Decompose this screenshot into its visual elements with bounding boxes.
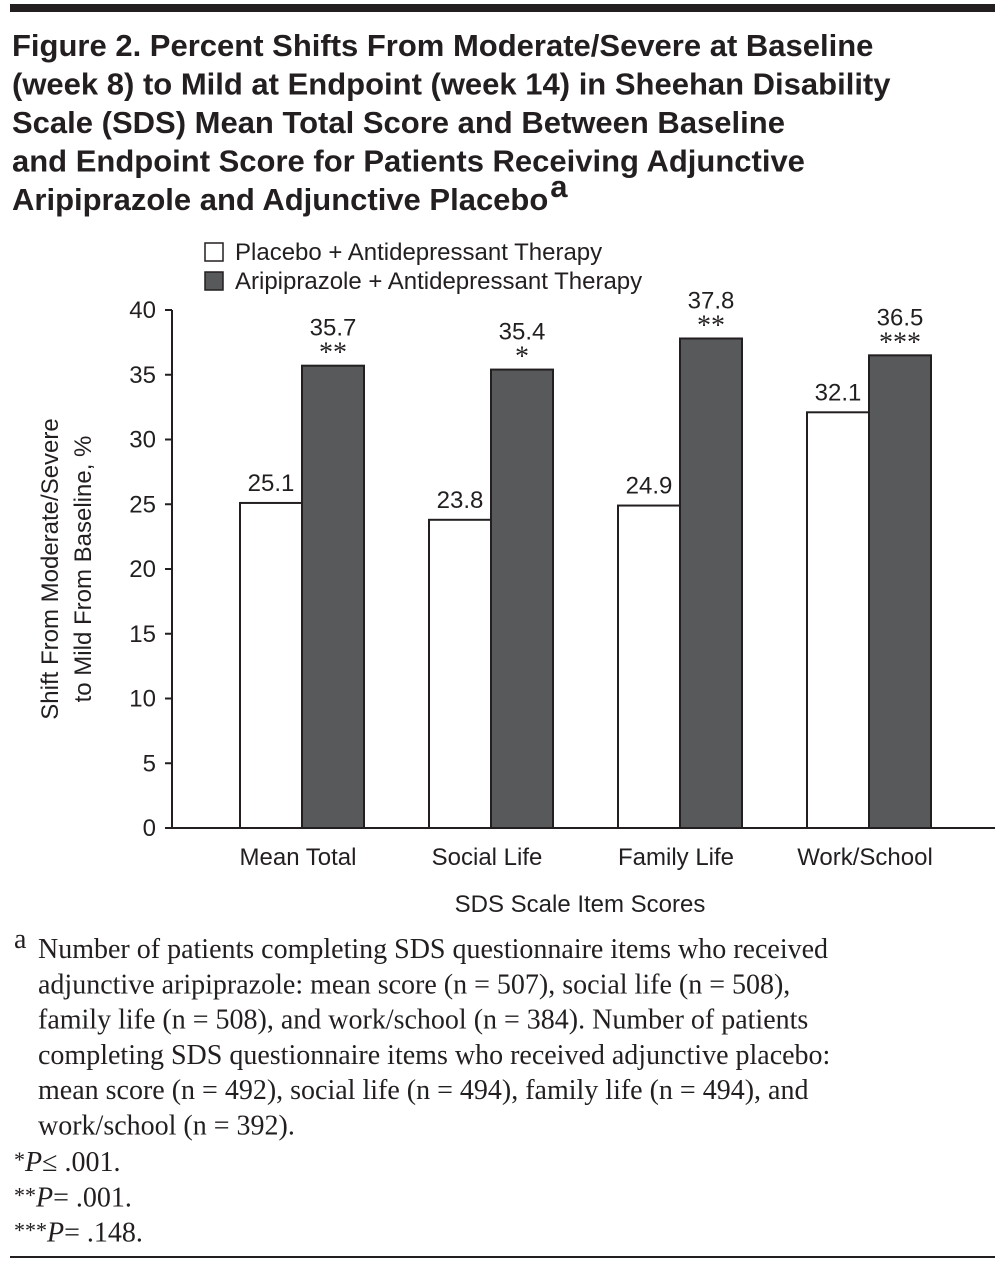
value-label: 23.8 bbox=[437, 487, 484, 514]
y-tick-label: 5 bbox=[143, 750, 156, 777]
bar bbox=[806, 411, 870, 829]
legend-label: Aripiprazole + Antidepressant Therapy bbox=[235, 268, 642, 295]
note-stat: P bbox=[35, 1182, 53, 1213]
x-tick-label: Work/School bbox=[797, 844, 933, 871]
bar bbox=[617, 504, 681, 829]
chart-title: Scale (SDS) Mean Total Score and Between… bbox=[12, 105, 785, 140]
y-tick-label: 35 bbox=[129, 362, 156, 389]
note-symbol: ** bbox=[14, 1182, 36, 1207]
note-symbol: *** bbox=[14, 1218, 47, 1243]
chart-title: (week 8) to Mild at Endpoint (week 14) i… bbox=[12, 67, 891, 102]
significance-marker: *** bbox=[879, 327, 921, 358]
value-label: 24.9 bbox=[626, 473, 673, 500]
bar bbox=[428, 518, 492, 829]
footnote-marker: a bbox=[14, 924, 27, 955]
value-label: 35.7 bbox=[310, 315, 357, 342]
y-tick-label: 10 bbox=[129, 686, 156, 713]
y-axis-label: to Mild From Baseline, % bbox=[70, 436, 97, 703]
chart-title: Figure 2. Percent Shifts From Moderate/S… bbox=[12, 28, 873, 63]
value-label: 36.5 bbox=[877, 304, 924, 331]
bar bbox=[490, 368, 554, 829]
x-tick-label: Social Life bbox=[432, 844, 543, 871]
footnote-line: completing SDS questionnaire items who r… bbox=[38, 1040, 830, 1071]
y-tick-label: 20 bbox=[129, 556, 156, 583]
note-stat: P bbox=[46, 1218, 64, 1249]
significance-note: ***P= .148. bbox=[14, 1218, 143, 1249]
y-tick-label: 40 bbox=[129, 297, 156, 324]
bar bbox=[868, 354, 932, 829]
value-label: 37.8 bbox=[688, 287, 735, 314]
bottom-rule bbox=[10, 1256, 995, 1258]
value-label: 25.1 bbox=[248, 470, 295, 497]
x-tick-label: Mean Total bbox=[240, 844, 357, 871]
bar bbox=[239, 501, 303, 829]
bar bbox=[679, 337, 743, 829]
footnote-line: family life (n = 508), and work/school (… bbox=[38, 1005, 808, 1036]
y-tick-label: 0 bbox=[143, 815, 156, 842]
x-axis-label: SDS Scale Item Scores bbox=[455, 891, 706, 918]
chart-title: and Endpoint Score for Patients Receivin… bbox=[12, 144, 805, 179]
footnote-line: adjunctive aripiprazole: mean score (n =… bbox=[38, 969, 790, 1000]
top-rule bbox=[10, 4, 995, 12]
note-stat: P bbox=[24, 1147, 42, 1178]
y-tick-label: 30 bbox=[129, 427, 156, 454]
significance-marker: ** bbox=[319, 338, 347, 369]
note-text: = .148. bbox=[64, 1218, 143, 1249]
chart-title: Aripiprazole and Adjunctive Placebo bbox=[12, 182, 548, 217]
note-symbol: * bbox=[14, 1147, 25, 1172]
legend-swatch bbox=[204, 242, 224, 262]
significance-note: **P= .001. bbox=[14, 1182, 132, 1213]
legend-label: Placebo + Antidepressant Therapy bbox=[235, 239, 602, 266]
value-label: 35.4 bbox=[499, 319, 546, 346]
footnote-line: work/school (n = 392). bbox=[38, 1111, 295, 1142]
title-superscript: a bbox=[550, 169, 568, 204]
note-text: ≤ .001. bbox=[42, 1147, 120, 1178]
x-tick-label: Family Life bbox=[618, 844, 734, 871]
y-tick-label: 25 bbox=[129, 491, 156, 518]
y-tick-label: 15 bbox=[129, 621, 156, 648]
significance-marker: * bbox=[515, 342, 529, 373]
significance-marker: ** bbox=[697, 310, 725, 341]
note-text: = .001. bbox=[53, 1182, 132, 1213]
bar bbox=[301, 364, 365, 829]
legend-swatch bbox=[204, 271, 224, 291]
footnote-line: mean score (n = 492), social life (n = 4… bbox=[38, 1075, 808, 1106]
value-label: 32.1 bbox=[815, 379, 862, 406]
significance-note: *P≤ .001. bbox=[14, 1147, 120, 1178]
footnote-line: Number of patients completing SDS questi… bbox=[38, 934, 828, 965]
y-axis-label: Shift From Moderate/Severe bbox=[37, 418, 64, 719]
